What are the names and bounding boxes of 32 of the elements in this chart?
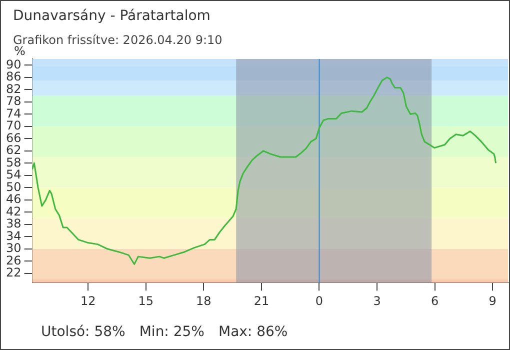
- x-tick-label: 15: [138, 294, 154, 308]
- y-tick-label: 46: [6, 192, 22, 206]
- chart-subtitle: Grafikon frissítve: 2026.04.20 9:10: [13, 33, 222, 47]
- y-tick-label: 58: [6, 155, 22, 170]
- y-tick-label: 66: [6, 130, 22, 145]
- text: Utolsó: 58%: [41, 324, 126, 340]
- y-tick-label: 70: [6, 118, 22, 133]
- x-tick-label: 6: [430, 294, 439, 308]
- y-tick-label: 90: [6, 57, 22, 72]
- y-tick-label: 74: [6, 106, 22, 120]
- x-tick-label: 0: [315, 294, 324, 308]
- text: Min: 25%: [139, 324, 204, 340]
- text: Max: 86%: [218, 324, 288, 340]
- y-tick-label: 50: [6, 180, 22, 194]
- x-tick-label: 18: [196, 294, 212, 308]
- y-tick-label: 26: [6, 253, 22, 268]
- x-tick-label: 12: [80, 294, 96, 308]
- chart-title: Dunavarsány - Páratartalom: [13, 8, 210, 24]
- y-tick-label: 62: [6, 143, 22, 158]
- y-tick-label: 86: [6, 70, 22, 84]
- y-tick-label: 54: [6, 168, 22, 182]
- y-axis-title: %: [14, 44, 26, 58]
- y-tick-label: 42: [6, 204, 22, 218]
- x-tick-label: 9: [488, 294, 496, 308]
- y-tick-label: 78: [6, 94, 22, 108]
- y-tick-label: 30: [6, 241, 22, 256]
- x-tick-label: 21: [254, 294, 270, 308]
- y-tick-label: 22: [6, 266, 22, 280]
- y-tick-label: 82: [6, 82, 22, 96]
- y-tick-label: 34: [6, 228, 22, 243]
- x-tick-label: 3: [373, 294, 381, 308]
- y-tick-label: 38: [6, 216, 22, 231]
